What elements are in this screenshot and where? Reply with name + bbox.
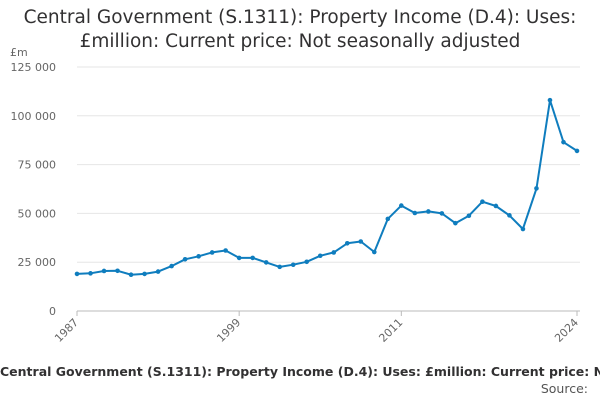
data-point — [453, 220, 458, 226]
data-point — [88, 271, 93, 276]
data-point — [250, 255, 255, 261]
data-point — [209, 250, 215, 255]
data-point — [263, 260, 269, 265]
data-point — [480, 199, 485, 204]
data-point — [290, 262, 296, 268]
x-tick-label: 1987 — [52, 316, 81, 345]
x-axis: 1987 1999 2011 2024 — [52, 311, 581, 345]
y-tick-label: 125 000 — [11, 61, 57, 74]
data-point — [182, 256, 188, 262]
source-label: Source: — [540, 381, 588, 396]
data-point — [115, 268, 120, 274]
data-point — [155, 269, 161, 274]
data-point — [277, 264, 283, 270]
data-point — [574, 148, 580, 154]
data-point — [358, 239, 364, 244]
x-tick-label: 2011 — [376, 316, 405, 345]
data-point — [331, 250, 337, 255]
data-point — [101, 268, 107, 274]
data-point — [304, 259, 310, 265]
data-point — [74, 271, 80, 277]
data-point — [493, 203, 499, 209]
data-point — [520, 226, 526, 232]
chart-title-line-2: £million: Current price: Not seasonally … — [79, 31, 521, 52]
chart-title-line-1: Central Government (S.1311): Property In… — [23, 7, 577, 28]
series-group — [74, 97, 580, 277]
gridlines — [77, 66, 580, 312]
data-point — [466, 213, 472, 219]
series-line — [76, 99, 578, 276]
data-point — [196, 254, 201, 259]
data-point — [317, 253, 323, 259]
y-axis: 0 25 000 50 000 75 000 100 000 125 000 £m — [10, 46, 56, 318]
data-point — [534, 186, 539, 191]
data-point — [399, 203, 404, 208]
y-axis-label: £m — [10, 46, 28, 59]
data-point — [507, 213, 512, 218]
x-tick-label: 1999 — [214, 316, 243, 345]
data-point — [371, 249, 377, 255]
data-point — [426, 209, 431, 214]
data-point — [439, 211, 445, 216]
y-tick-label: 50 000 — [18, 207, 57, 220]
data-point — [223, 248, 228, 253]
data-point — [344, 240, 350, 246]
data-point — [128, 272, 134, 277]
y-tick-label: 100 000 — [11, 110, 57, 123]
x-tick-label: 2024 — [552, 316, 581, 345]
data-point — [236, 255, 242, 261]
chart-title: Central Government (S.1311): Property In… — [0, 6, 600, 54]
data-point — [412, 210, 418, 216]
data-point — [547, 97, 553, 103]
data-point — [561, 139, 566, 145]
y-tick-label: 0 — [49, 305, 56, 318]
data-point — [385, 216, 391, 222]
data-point — [142, 271, 147, 277]
chart-caption: Central Government (S.1311): Property In… — [0, 364, 600, 379]
y-tick-label: 25 000 — [18, 256, 57, 269]
data-point — [169, 263, 174, 269]
y-tick-label: 75 000 — [18, 159, 57, 172]
